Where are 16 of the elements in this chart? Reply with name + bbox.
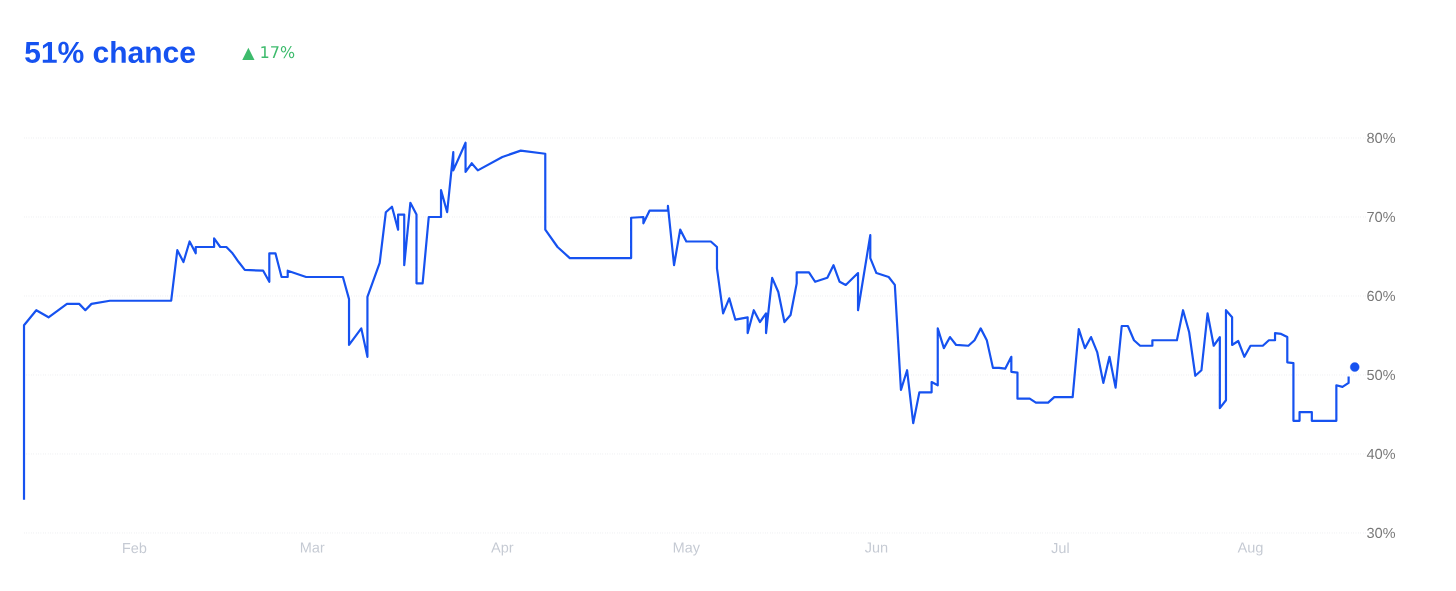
line-series: [22, 141, 1350, 501]
x-tick-label: Feb: [123, 542, 147, 554]
x-tick-label: Jun: [864, 542, 888, 553]
chart-subtitle: ▲ 17%: [242, 46, 295, 60]
x-tick-label: Aug: [1237, 542, 1263, 556]
x-tick-label: Apr: [491, 542, 514, 556]
x-tick-label: Mar: [300, 542, 325, 553]
chart-title: 51% chance: [25, 40, 195, 64]
y-tick-label: 80%: [1367, 132, 1396, 144]
y-tick-label: 70%: [1367, 211, 1396, 223]
x-tick-label: Jul: [1051, 542, 1069, 554]
y-tick-label: 30%: [1367, 527, 1396, 539]
y-tick-label: 40%: [1366, 448, 1396, 460]
x-tick-label: May: [673, 542, 700, 556]
y-tick-label: 50%: [1367, 369, 1396, 381]
y-tick-label: 60%: [1367, 290, 1396, 302]
